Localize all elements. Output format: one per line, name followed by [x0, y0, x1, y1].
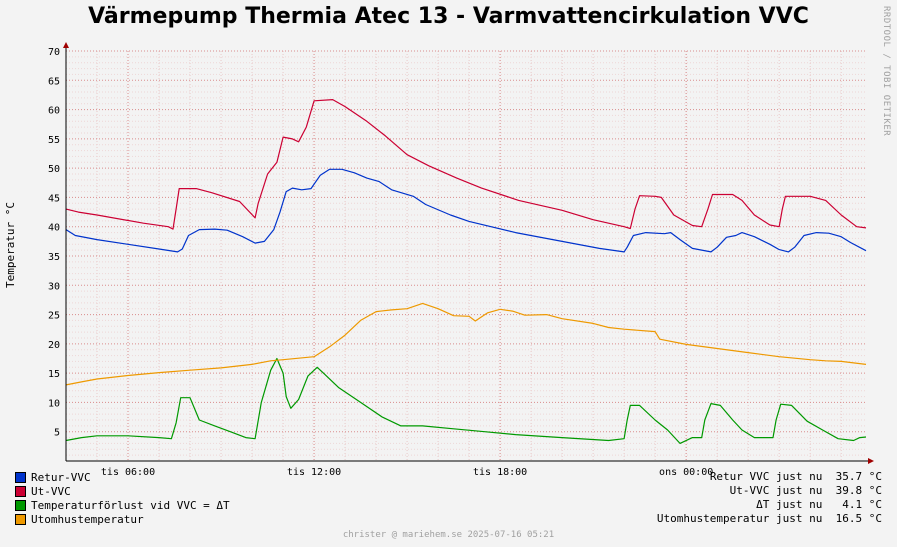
x-tick-label: tis 12:00: [287, 467, 341, 478]
rrdtool-credit: RRDTOOL / TOBI OETIKER: [881, 6, 891, 137]
current-value-delta: ΔT just nu 4.1 °C: [756, 498, 882, 511]
current-value-retur: Retur VVC just nu 35.7 °C: [709, 470, 882, 483]
legend-label-ut: Ut-VVC: [31, 484, 71, 498]
legend-label-retur: Retur-VVC: [31, 470, 91, 484]
y-tick-label: 25: [48, 311, 60, 322]
y-tick-label: 45: [48, 193, 60, 204]
y-tick-label: 70: [48, 47, 60, 58]
y-tick-label: 20: [48, 340, 60, 351]
legend-item-retur: Retur-VVC: [15, 470, 91, 484]
x-tick-label: ons 00:00: [659, 467, 713, 478]
legend-item-outdoor: Utomhustemperatur: [15, 512, 144, 526]
footer-credit: christer @ mariehem.se 2025-07-16 05:21: [342, 530, 555, 540]
legend-swatch-retur: [15, 471, 26, 483]
legend-swatch-delta: [15, 499, 26, 511]
current-value-ut: Ut-VVC just nu 39.8 °C: [729, 484, 882, 497]
legend-item-delta: Temperaturförlust vid VVC = ΔT: [15, 498, 230, 512]
series-line-3: [65, 302, 867, 386]
y-tick-label: 55: [48, 135, 60, 146]
legend-item-ut: Ut-VVC: [15, 484, 71, 498]
series-line-2: [65, 357, 867, 444]
y-tick-label: 30: [48, 281, 60, 292]
x-axis-arrow: [868, 458, 874, 464]
series-line-1: [65, 99, 867, 230]
chart-title: Värmepump Thermia Atec 13 - Varmvattenci…: [88, 4, 809, 29]
y-axis-label: Temperatur °C: [4, 202, 17, 288]
y-tick-label: 10: [48, 398, 60, 409]
y-axis-arrow: [63, 42, 69, 48]
y-tick-label: 35: [48, 252, 60, 263]
legend-swatch-ut: [15, 485, 26, 497]
legend-swatch-outdoor: [15, 513, 26, 525]
y-tick-label: 40: [48, 223, 60, 234]
y-tick-label: 5: [54, 428, 60, 439]
y-tick-label: 65: [48, 76, 60, 87]
current-value-outdoor: Utomhustemperatur just nu 16.5 °C: [656, 512, 882, 525]
y-tick-label: 15: [48, 369, 60, 380]
y-tick-label: 60: [48, 106, 60, 117]
legend-label-outdoor: Utomhustemperatur: [31, 512, 144, 526]
x-tick-label: tis 18:00: [473, 467, 527, 478]
y-tick-label: 50: [48, 164, 60, 175]
legend-label-delta: Temperaturförlust vid VVC = ΔT: [31, 498, 230, 512]
series-line-0: [65, 168, 867, 253]
x-tick-label: tis 06:00: [101, 467, 155, 478]
